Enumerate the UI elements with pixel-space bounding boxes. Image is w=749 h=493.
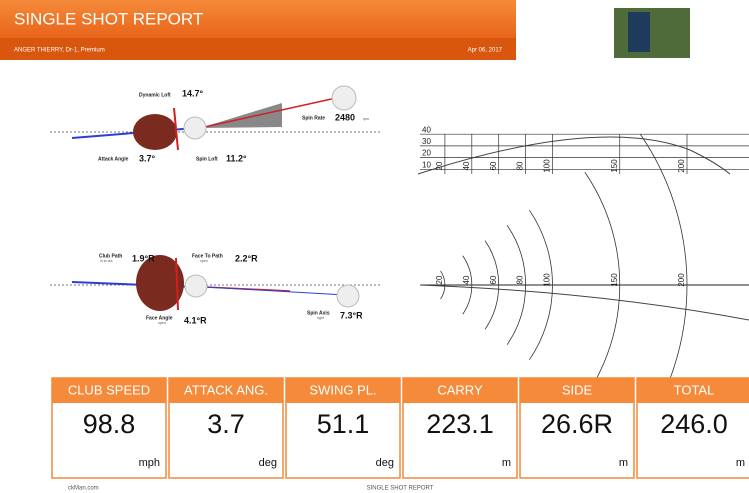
tile-name: SWING PL.: [309, 382, 376, 397]
footer-site: ckMan.com: [68, 486, 99, 492]
note: open: [200, 259, 208, 263]
distance-label: 100: [543, 273, 552, 287]
distance-label: 100: [543, 159, 552, 173]
value: 2480: [335, 112, 355, 122]
tile-value: 51.1: [317, 409, 370, 439]
report: SINGLE SHOT REPORT ANGER THIERRY, Dr-1, …: [0, 0, 749, 493]
tile-unit: mph: [139, 457, 160, 469]
height-label: 40: [422, 125, 431, 134]
distance-label: 150: [610, 159, 619, 173]
ball-flight: [337, 285, 359, 307]
tile-unit: deg: [376, 457, 394, 469]
label: Attack Angle: [98, 156, 129, 162]
distance-label: 40: [462, 275, 471, 284]
tile-value: 98.8: [83, 409, 136, 439]
note: open: [158, 321, 166, 325]
label: Dynamic Loft: [139, 92, 171, 98]
height-label: 20: [422, 149, 431, 158]
side-club-diagram: Dynamic Loft 14.7° Spin Rate 2480 rpm At…: [50, 86, 380, 163]
distance-label: 60: [489, 161, 498, 170]
value: 14.7°: [182, 88, 204, 98]
metrics: CLUB SPEED 98.8 mph ATTACK ANG. 3.7 deg SWING …: [52, 378, 749, 478]
report-title: SINGLE SHOT REPORT: [14, 9, 203, 28]
distance-label: 80: [516, 275, 525, 284]
distance-label: 200: [677, 159, 686, 173]
note: right: [317, 316, 324, 320]
video-thumbnail-figure: [628, 12, 650, 52]
distance-label: 20: [435, 275, 444, 284]
distance-label: 80: [516, 161, 525, 170]
distance-label: 20: [435, 161, 444, 170]
footer-title: SINGLE SHOT REPORT: [367, 486, 434, 492]
club-head: [133, 114, 177, 150]
ball: [184, 117, 206, 139]
tile-value: 3.7: [207, 409, 245, 439]
value: 11.2°: [226, 153, 247, 163]
tile-unit: deg: [259, 457, 277, 469]
value: 2.2°R: [235, 253, 258, 263]
video-thumbnail: [614, 8, 690, 58]
height-label: 10: [422, 160, 431, 169]
label: Spin Loft: [196, 156, 218, 162]
note: in to out: [100, 259, 112, 263]
top-club-diagram: Club Path in to out 1.9°R Face To Path o…: [50, 253, 380, 325]
spin-loft-wedge: [200, 103, 282, 128]
player: ANGER THIERRY, Dr-1, Premium: [14, 48, 105, 54]
tile-value: 26.6R: [541, 409, 613, 439]
tile-name: CLUB SPEED: [68, 382, 150, 397]
label: Spin Rate: [302, 115, 325, 121]
tile-value: 246.0: [660, 409, 728, 439]
shot-path: [420, 285, 749, 320]
distance-label: 150: [610, 273, 619, 287]
tile-name: SIDE: [562, 382, 593, 397]
ball-path-line: [205, 287, 345, 295]
value: 3.7°: [139, 153, 156, 163]
ball: [185, 275, 207, 297]
ball-flight: [332, 86, 356, 110]
header: SINGLE SHOT REPORT ANGER THIERRY, Dr-1, …: [0, 0, 516, 60]
value: 4.1°R: [184, 315, 207, 325]
tile-unit: m: [502, 457, 511, 469]
date: Apr 06, 2017: [468, 48, 503, 54]
tile-value: 223.1: [426, 409, 494, 439]
unit: rpm: [363, 117, 369, 121]
distance-label: 40: [462, 161, 471, 170]
side-view: 10 20 30 40 20 40 60 80 100 150 200: [418, 125, 749, 174]
tile-name: TOTAL: [674, 382, 715, 397]
tile-name: ATTACK ANG.: [184, 382, 268, 397]
tile-unit: m: [736, 457, 745, 469]
distance-label: 60: [489, 275, 498, 284]
value: 1.9°R: [132, 253, 155, 263]
height-label: 30: [422, 137, 431, 146]
value: 7.3°R: [340, 310, 363, 320]
tile-name: CARRY: [437, 382, 483, 397]
tile-unit: m: [619, 457, 628, 469]
distance-label: 200: [677, 273, 686, 287]
